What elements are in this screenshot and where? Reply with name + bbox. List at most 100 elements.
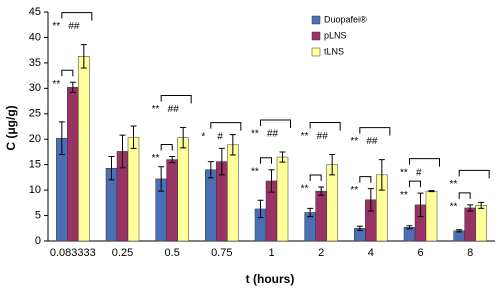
significance: ## [168, 104, 180, 115]
bracket [160, 144, 173, 151]
x-tick-label: 0.5 [165, 247, 180, 259]
bar [276, 156, 289, 242]
bracket [458, 192, 471, 199]
error-bar [108, 156, 115, 181]
bar [475, 205, 487, 242]
error-bar [207, 161, 214, 179]
bar [227, 144, 239, 242]
error-bar [318, 186, 325, 196]
bracket [309, 174, 322, 182]
significance: ## [366, 136, 378, 147]
legend-label: pLNS [324, 30, 347, 40]
error-bar [229, 134, 236, 156]
bar [315, 190, 327, 242]
y-tick-label: 5 [35, 209, 41, 221]
significance: ** [301, 184, 309, 195]
y-tick-label: 25 [29, 108, 41, 120]
significance: * [201, 131, 205, 142]
significance: ** [251, 166, 259, 177]
bracket [61, 12, 93, 21]
significance: # [217, 131, 223, 142]
error-bar [80, 44, 87, 69]
significance: ** [301, 131, 309, 142]
y-tick-label: 40 [29, 31, 41, 43]
bar [67, 87, 79, 242]
significance: ** [52, 21, 60, 32]
error-bar [406, 225, 413, 230]
y-tick-label: 35 [29, 57, 41, 69]
bracket [160, 95, 192, 104]
error-bar [257, 199, 264, 219]
legend-swatch [311, 31, 321, 41]
x-tick-label: 8 [467, 247, 473, 259]
bracket [61, 69, 74, 77]
bracket [359, 127, 391, 136]
error-bar [356, 225, 363, 231]
error-bar [279, 151, 286, 163]
bar [127, 136, 140, 242]
y-axis-title: C (μg/g) [4, 105, 18, 150]
error-bar [158, 166, 165, 192]
bar [453, 230, 465, 242]
significance: ** [350, 185, 358, 196]
bar [464, 207, 476, 242]
error-bar [329, 153, 336, 176]
bar [425, 190, 438, 242]
significance: ** [400, 190, 408, 201]
error-bar [218, 147, 225, 176]
y-tick-label: 0 [35, 235, 41, 247]
bracket [210, 122, 242, 131]
x-tick-label: 6 [417, 247, 423, 259]
bar [205, 169, 217, 242]
significance: ** [52, 79, 60, 90]
error-bar [130, 125, 137, 149]
x-tick-label: 2 [318, 247, 324, 259]
error-bar [69, 81, 76, 93]
significance: ## [317, 131, 329, 142]
error-bar [467, 204, 474, 212]
y-tick-label: 15 [29, 159, 41, 171]
x-tick-label: 0.25 [112, 247, 133, 259]
error-bar [169, 156, 176, 164]
x-tick-label: 0.083333 [50, 247, 96, 259]
bar [78, 56, 90, 242]
error-bar [417, 192, 424, 218]
significance: ** [350, 136, 358, 147]
bar [166, 159, 178, 242]
bar [326, 164, 338, 242]
significance: ** [251, 129, 259, 140]
bracket [309, 121, 341, 131]
error-bar [307, 207, 314, 218]
bracket [409, 180, 421, 188]
significance: ** [450, 179, 458, 190]
x-tick-label: 4 [368, 247, 374, 259]
bracket [409, 158, 440, 167]
significance: # [416, 167, 422, 178]
legend-label: Duopafei® [324, 14, 367, 24]
error-bar [428, 190, 435, 193]
error-bar [268, 169, 275, 193]
x-tick-label: 0.75 [211, 247, 232, 259]
significance: ** [152, 104, 160, 115]
y-tick-label: 20 [29, 133, 41, 145]
error-bar [456, 229, 463, 233]
x-tick-label: 1 [268, 247, 274, 259]
error-bar [478, 201, 485, 209]
legend-label: tLNS [324, 46, 344, 56]
significance: ** [400, 167, 408, 178]
y-tick-label: 30 [29, 82, 41, 94]
error-bar [58, 121, 65, 155]
significance: ** [152, 153, 160, 164]
x-axis-title: t (hours) [246, 272, 295, 286]
legend-swatch [311, 47, 321, 57]
y-tick-label: 10 [29, 184, 41, 196]
significance: ## [68, 21, 80, 32]
bar [177, 137, 189, 242]
bracket [359, 176, 372, 183]
error-bar [180, 127, 187, 149]
significance: ## [267, 129, 279, 140]
error-bar [378, 159, 385, 191]
bar [403, 227, 416, 242]
error-bar [119, 134, 126, 169]
